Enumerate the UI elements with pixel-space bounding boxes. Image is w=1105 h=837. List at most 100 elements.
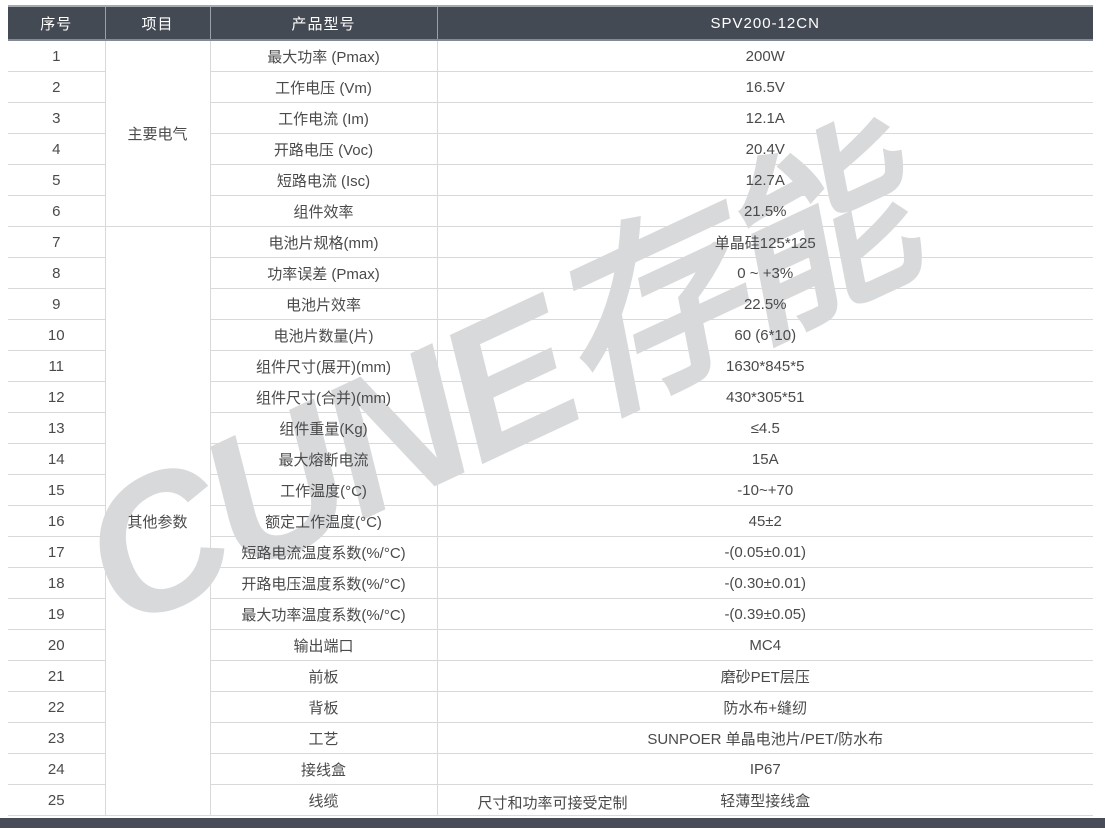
- param-value-cell: 单晶硅125*125: [436, 226, 1093, 258]
- row-number-cell: 11: [8, 350, 106, 382]
- param-value-cell: 15A: [436, 443, 1093, 475]
- param-name-cell: 组件重量(Kg): [209, 412, 438, 444]
- spec-table-body: 1 主要电气 最大功率 (Pmax) 200W 2 工作电压 (Vm) 16.5V 3 工作电流…: [8, 40, 1093, 816]
- param-name-cell: 组件尺寸(合并)(mm): [209, 381, 438, 413]
- row-number-cell: 12: [8, 381, 106, 413]
- col-header-parameter: 产品型号: [209, 5, 437, 41]
- param-value-cell: 20.4V: [436, 133, 1093, 165]
- param-name-cell: 接线盒: [209, 753, 438, 785]
- param-name-cell: 背板: [209, 691, 438, 723]
- row-number-cell: 17: [8, 536, 106, 568]
- row-number-cell: 23: [8, 722, 106, 754]
- spec-table: 序号 项目 产品型号 SPV200-12CN 1 主要电气 最大功率 (Pmax) 2…: [8, 5, 1093, 816]
- table-row: 9 电池片效率 22.5%: [8, 288, 1093, 320]
- param-value-cell: 1630*845*5: [436, 350, 1093, 382]
- param-name-cell: 电池片效率: [209, 288, 438, 320]
- param-name-cell: 组件尺寸(展开)(mm): [209, 350, 438, 382]
- param-name-cell: 最大功率 (Pmax): [209, 40, 438, 72]
- table-row: 12 组件尺寸(合并)(mm) 430*305*51: [8, 381, 1093, 413]
- table-footnote: 尺寸和功率可接受定制: [477, 794, 628, 812]
- header-row: 序号 项目 产品型号 SPV200-12CN: [8, 5, 1093, 41]
- param-value-cell: 21.5%: [436, 195, 1093, 227]
- param-value-cell: 45±2: [436, 505, 1093, 537]
- table-row: 5 短路电流 (Isc) 12.7A: [8, 164, 1093, 196]
- param-value-cell: 0 ~ +3%: [436, 257, 1093, 289]
- table-row: 23 工艺 SUNPOER 单晶电池片/PET/防水布: [8, 722, 1093, 754]
- table-row: 3 工作电流 (Im) 12.1A: [8, 102, 1093, 134]
- param-name-cell: 开路电压温度系数(%/°C): [209, 567, 438, 599]
- row-number-cell: 18: [8, 567, 106, 599]
- group-label-cell: 主要电气: [104, 40, 211, 227]
- param-value-cell: SUNPOER 单晶电池片/PET/防水布: [436, 722, 1093, 754]
- table-row: 2 工作电压 (Vm) 16.5V: [8, 71, 1093, 103]
- param-name-cell: 短路电流温度系数(%/°C): [209, 536, 438, 568]
- param-name-cell: 最大熔断电流: [209, 443, 438, 475]
- table-row: 24 接线盒 IP67: [8, 753, 1093, 785]
- param-name-cell: 功率误差 (Pmax): [209, 257, 438, 289]
- param-value-cell: IP67: [436, 753, 1093, 785]
- param-name-cell: 额定工作温度(°C): [209, 505, 438, 537]
- table-row: 19 最大功率温度系数(%/°C) -(0.39±0.05): [8, 598, 1093, 630]
- row-number-cell: 20: [8, 629, 106, 661]
- table-row: 7 其他参数 电池片规格(mm) 单晶硅125*125: [8, 226, 1093, 816]
- table-row: 25 线缆 轻薄型接线盒: [8, 784, 1093, 816]
- param-name-cell: 电池片数量(片): [209, 319, 438, 351]
- table-row: 14 最大熔断电流 15A: [8, 443, 1093, 475]
- bottom-bar: [0, 818, 1105, 828]
- row-number-cell: 15: [8, 474, 106, 506]
- table-row: 6 组件效率 21.5%: [8, 195, 1093, 227]
- row-number-cell: 22: [8, 691, 106, 723]
- row-number-cell: 13: [8, 412, 106, 444]
- table-row: 16 额定工作温度(°C) 45±2: [8, 505, 1093, 537]
- group-label-cell: 其他参数: [104, 226, 211, 816]
- param-name-cell: 工作电压 (Vm): [209, 71, 438, 103]
- col-header-model: SPV200-12CN: [436, 5, 1093, 41]
- param-name-cell: 电池片规格(mm): [209, 226, 438, 258]
- row-number-cell: 7: [8, 226, 106, 258]
- param-value-cell: -(0.30±0.01): [436, 567, 1093, 599]
- col-header-category: 项目: [104, 5, 210, 41]
- table-row: 22 背板 防水布+缝纫: [8, 691, 1093, 723]
- param-value-cell: 22.5%: [436, 288, 1093, 320]
- table-row: 11 组件尺寸(展开)(mm) 1630*845*5: [8, 350, 1093, 382]
- param-value-cell: 200W: [436, 40, 1093, 72]
- table-row: 8 功率误差 (Pmax) 0 ~ +3%: [8, 257, 1093, 289]
- param-name-cell: 开路电压 (Voc): [209, 133, 438, 165]
- row-number-cell: 16: [8, 505, 106, 537]
- row-number-cell: 3: [8, 102, 106, 134]
- table-row: 17 短路电流温度系数(%/°C) -(0.05±0.01): [8, 536, 1093, 568]
- row-number-cell: 8: [8, 257, 106, 289]
- table-row: 20 输出端口 MC4: [8, 629, 1093, 661]
- param-value-cell: MC4: [436, 629, 1093, 661]
- param-value-cell: 轻薄型接线盒: [436, 784, 1093, 816]
- param-value-cell: -(0.05±0.01): [436, 536, 1093, 568]
- param-name-cell: 前板: [209, 660, 438, 692]
- table-row: 4 开路电压 (Voc) 20.4V: [8, 133, 1093, 165]
- row-number-cell: 25: [8, 784, 106, 816]
- param-value-cell: 12.1A: [436, 102, 1093, 134]
- param-name-cell: 线缆: [209, 784, 438, 816]
- param-name-cell: 工作电流 (Im): [209, 102, 438, 134]
- param-name-cell: 短路电流 (Isc): [209, 164, 438, 196]
- row-number-cell: 6: [8, 195, 106, 227]
- param-name-cell: 组件效率: [209, 195, 438, 227]
- param-value-cell: ≤4.5: [436, 412, 1093, 444]
- row-number-cell: 1: [8, 40, 106, 72]
- table-row: 1 主要电气 最大功率 (Pmax) 200W: [8, 40, 1093, 227]
- table-row: 13 组件重量(Kg) ≤4.5: [8, 412, 1093, 444]
- row-number-cell: 21: [8, 660, 106, 692]
- row-number-cell: 19: [8, 598, 106, 630]
- spec-table-header: 序号 项目 产品型号 SPV200-12CN: [8, 5, 1093, 41]
- param-value-cell: -10~+70: [436, 474, 1093, 506]
- param-name-cell: 工作温度(°C): [209, 474, 438, 506]
- param-name-cell: 最大功率温度系数(%/°C): [209, 598, 438, 630]
- param-value-cell: 60 (6*10): [436, 319, 1093, 351]
- param-value-cell: 12.7A: [436, 164, 1093, 196]
- param-value-cell: 16.5V: [436, 71, 1093, 103]
- table-row: 15 工作温度(°C) -10~+70: [8, 474, 1093, 506]
- col-header-index: 序号: [8, 5, 105, 41]
- param-value-cell: 磨砂PET层压: [436, 660, 1093, 692]
- param-name-cell: 工艺: [209, 722, 438, 754]
- row-number-cell: 5: [8, 164, 106, 196]
- param-value-cell: -(0.39±0.05): [436, 598, 1093, 630]
